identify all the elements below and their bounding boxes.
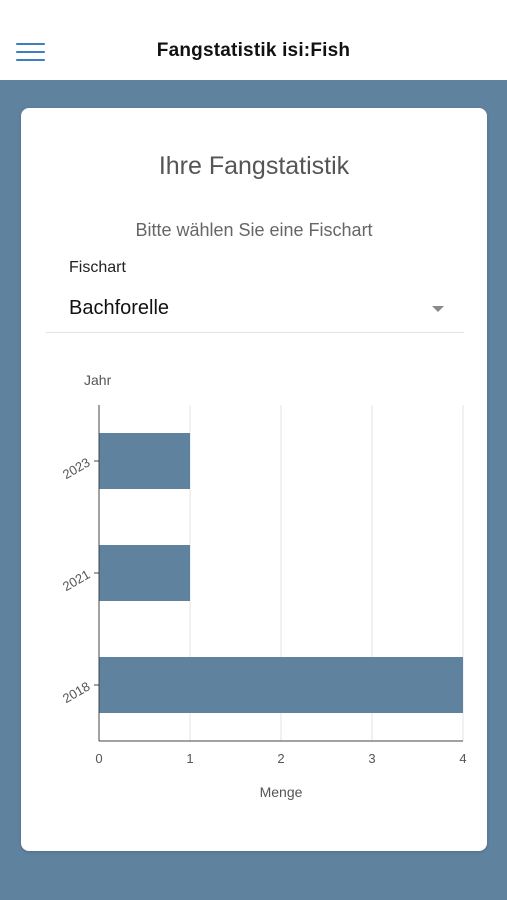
x-tick-label: 3 — [368, 751, 375, 766]
hamburger-menu-icon[interactable] — [16, 41, 45, 63]
bar-2023 — [99, 433, 190, 489]
top-app-bar: Fangstatistik isi:Fish — [0, 0, 507, 80]
chart-bars — [99, 433, 463, 713]
bar-2018 — [99, 657, 463, 713]
app-title: Fangstatistik isi:Fish — [156, 40, 351, 61]
x-tick-label: 2 — [277, 751, 284, 766]
y-tick-label: 2021 — [60, 567, 93, 594]
species-select-value: Bachforelle — [69, 297, 170, 319]
statistics-card: Ihre Fangstatistik Bitte wählen Sie eine… — [21, 108, 487, 851]
catch-bar-chart: Jahr 0 1 2 3 4 2023 2021 2018 Menge — [60, 372, 467, 800]
card-title: Ihre Fangstatistik — [158, 152, 350, 180]
y-tick-label: 2023 — [60, 455, 93, 482]
x-tick-labels: 0 1 2 3 4 — [95, 751, 466, 766]
bar-2021 — [99, 545, 190, 601]
x-tick-label: 0 — [95, 751, 102, 766]
y-tick-labels: 2023 2021 2018 — [60, 455, 99, 706]
species-field-label: Fischart — [69, 259, 126, 276]
chevron-down-icon — [432, 306, 444, 312]
x-tick-label: 1 — [186, 751, 193, 766]
x-tick-label: 4 — [459, 751, 466, 766]
y-axis-title: Jahr — [84, 372, 112, 388]
card-subtitle: Bitte wählen Sie eine Fischart — [135, 220, 373, 240]
species-select[interactable]: Bachforelle — [46, 288, 464, 333]
x-axis-title: Menge — [260, 784, 303, 800]
y-tick-label: 2018 — [60, 679, 93, 706]
